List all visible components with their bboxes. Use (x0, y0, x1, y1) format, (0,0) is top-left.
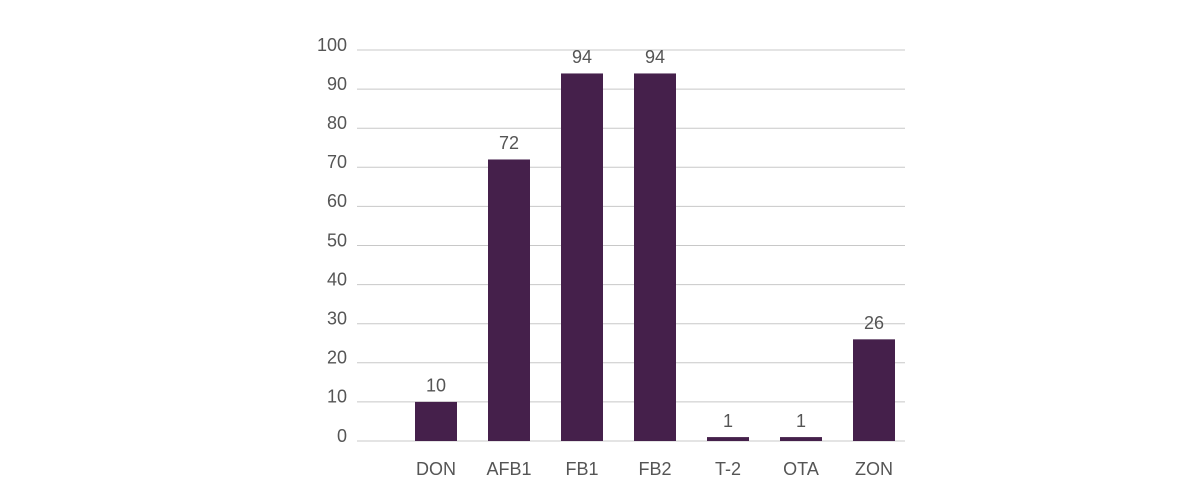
x-tick-label: T-2 (715, 459, 741, 479)
x-tick-label: AFB1 (486, 459, 531, 479)
bar (780, 437, 822, 441)
y-tick-label: 20 (327, 348, 347, 368)
x-tick-label: FB1 (565, 459, 598, 479)
data-label: 26 (864, 313, 884, 333)
bar (707, 437, 749, 441)
data-label: 1 (796, 411, 806, 431)
y-tick-label: 40 (327, 269, 347, 289)
y-tick-label: 30 (327, 308, 347, 328)
y-tick-label: 70 (327, 152, 347, 172)
data-label: 94 (572, 47, 592, 67)
data-label: 1 (723, 411, 733, 431)
y-tick-label: 10 (327, 387, 347, 407)
bar (415, 401, 457, 441)
data-label: 72 (499, 133, 519, 153)
bar (488, 159, 530, 442)
y-tick-label: 80 (327, 113, 347, 133)
y-tick-label: 60 (327, 191, 347, 211)
data-label: 94 (645, 47, 665, 67)
y-tick-label: 0 (337, 426, 347, 446)
bar (634, 73, 676, 442)
y-tick-label: 100 (317, 35, 347, 55)
y-tick-label: 50 (327, 230, 347, 250)
x-tick-label: DON (416, 459, 456, 479)
bar (853, 339, 895, 441)
x-tick-label: OTA (783, 459, 819, 479)
bar (561, 73, 603, 442)
data-label: 10 (426, 376, 446, 396)
x-tick-label: ZON (855, 459, 893, 479)
y-tick-label: 90 (327, 74, 347, 94)
x-tick-label: FB2 (638, 459, 671, 479)
